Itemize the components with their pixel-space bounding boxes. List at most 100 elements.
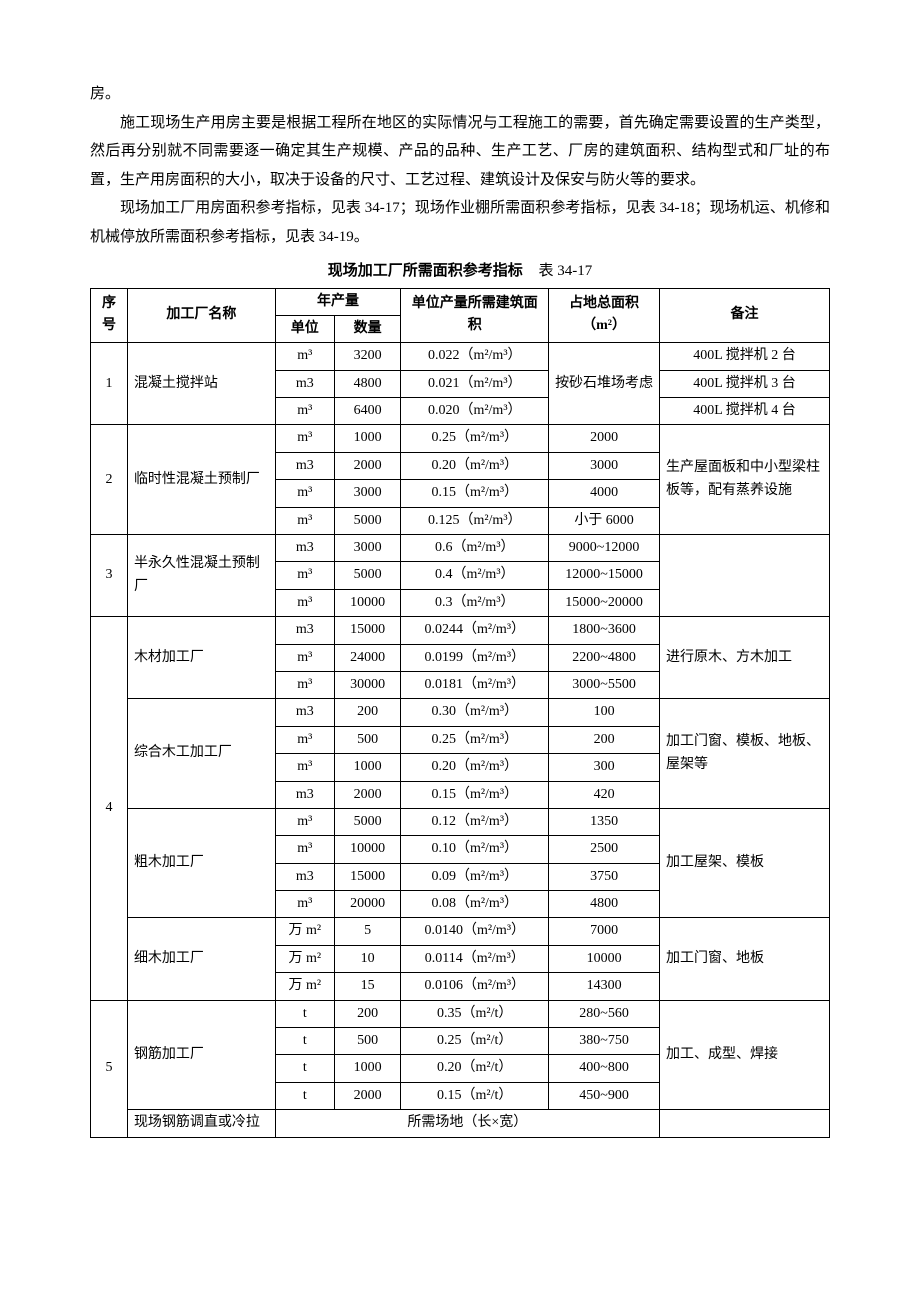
cell: t (275, 1082, 334, 1109)
cell: 0.10（m²/m³） (401, 836, 549, 863)
reference-table: 序号 加工厂名称 年产量 单位产量所需建筑面积 占地总面积（m²） 备注 单位 … (90, 288, 830, 1138)
cell: 500 (334, 726, 401, 753)
cell: m3 (275, 863, 334, 890)
cell: t (275, 1028, 334, 1055)
cell-remark: 进行原木、方木加工 (659, 617, 829, 699)
cell: 0.25（m²/m³） (401, 425, 549, 452)
cell: 5 (334, 918, 401, 945)
cell: 2200~4800 (549, 644, 660, 671)
cell-name: 粗木加工厂 (127, 808, 275, 918)
th-name: 加工厂名称 (127, 288, 275, 343)
cell: 0.3（m²/m³） (401, 589, 549, 616)
cell: 0.125（m²/m³） (401, 507, 549, 534)
cell-merged: 所需场地（长×宽） (275, 1110, 659, 1137)
cell: 5000 (334, 507, 401, 534)
cell: 1800~3600 (549, 617, 660, 644)
cell: 24000 (334, 644, 401, 671)
cell-remark (659, 535, 829, 617)
cell: 小于 6000 (549, 507, 660, 534)
th-unit: 单位 (275, 315, 334, 342)
table-row: 1 混凝土搅拌站 m³ 3200 0.022（m²/m³） 按砂石堆场考虑 40… (91, 343, 830, 370)
cell: m³ (275, 808, 334, 835)
paragraph-1: 施工现场生产用房主要是根据工程所在地区的实际情况与工程施工的需要，首先确定需要设… (90, 109, 830, 195)
cell: m3 (275, 781, 334, 808)
cell: m³ (275, 671, 334, 698)
cell-seq: 4 (91, 617, 128, 1000)
cell: 0.35（m²/t） (401, 1000, 549, 1027)
cell: 0.0244（m²/m³） (401, 617, 549, 644)
cell: 1000 (334, 425, 401, 452)
th-seq: 序号 (91, 288, 128, 343)
table-row: 细木加工厂 万 m² 5 0.0140（m²/m³） 7000 加工门窗、地板 (91, 918, 830, 945)
cell: 15000 (334, 863, 401, 890)
cell-name: 混凝土搅拌站 (127, 343, 275, 425)
table-body: 1 混凝土搅拌站 m³ 3200 0.022（m²/m³） 按砂石堆场考虑 40… (91, 343, 830, 1137)
cell: 0.15（m²/m³） (401, 781, 549, 808)
cell: 3750 (549, 863, 660, 890)
cell: 20000 (334, 891, 401, 918)
cell: m³ (275, 480, 334, 507)
cell: 0.0181（m²/m³） (401, 671, 549, 698)
cell: 0.15（m²/t） (401, 1082, 549, 1109)
cell: 1000 (334, 1055, 401, 1082)
cell: 450~900 (549, 1082, 660, 1109)
th-remark: 备注 (659, 288, 829, 343)
th-year-output: 年产量 (275, 288, 401, 315)
cell: m³ (275, 398, 334, 425)
cell: m³ (275, 754, 334, 781)
cell: 15000~20000 (549, 589, 660, 616)
table-row: 现场钢筋调直或冷拉 所需场地（长×宽） (91, 1110, 830, 1137)
cell: 5000 (334, 562, 401, 589)
cell: 15 (334, 973, 401, 1000)
cell-seq: 5 (91, 1000, 128, 1137)
cell: 200 (334, 1000, 401, 1027)
cell: m³ (275, 562, 334, 589)
cell: 3000 (549, 452, 660, 479)
cell: 0.20（m²/t） (401, 1055, 549, 1082)
cell: 万 m² (275, 918, 334, 945)
cell: 10 (334, 945, 401, 972)
cell: m3 (275, 370, 334, 397)
cell: t (275, 1055, 334, 1082)
cell: 300 (549, 754, 660, 781)
cell: m3 (275, 535, 334, 562)
cell: 30000 (334, 671, 401, 698)
cell-remark: 生产屋面板和中小型梁柱板等，配有蒸养设施 (659, 425, 829, 535)
th-total-area: 占地总面积（m²） (549, 288, 660, 343)
cell-remark: 加工屋架、模板 (659, 808, 829, 918)
table-title: 现场加工厂所需面积参考指标 表 34-17 (90, 257, 830, 286)
cell-seq: 1 (91, 343, 128, 425)
cell: m³ (275, 343, 334, 370)
th-qty: 数量 (334, 315, 401, 342)
cell-name: 临时性混凝土预制厂 (127, 425, 275, 535)
cell-name: 现场钢筋调直或冷拉 (127, 1110, 275, 1137)
cell-name: 钢筋加工厂 (127, 1000, 275, 1110)
cell: 2000 (334, 781, 401, 808)
cell: 5000 (334, 808, 401, 835)
paragraph-frag: 房。 (90, 80, 830, 109)
cell-remark: 400L 搅拌机 2 台 (659, 343, 829, 370)
cell-remark (659, 1110, 829, 1137)
cell-name: 细木加工厂 (127, 918, 275, 1000)
cell: 3000 (334, 535, 401, 562)
cell: 0.020（m²/m³） (401, 398, 549, 425)
cell: t (275, 1000, 334, 1027)
cell-seq: 2 (91, 425, 128, 535)
cell: 2000 (549, 425, 660, 452)
cell-remark: 加工门窗、模板、地板、屋架等 (659, 699, 829, 809)
cell: 12000~15000 (549, 562, 660, 589)
cell: 2000 (334, 452, 401, 479)
cell: 万 m² (275, 945, 334, 972)
th-build-area: 单位产量所需建筑面积 (401, 288, 549, 343)
table-row: 5 钢筋加工厂 t 200 0.35（m²/t） 280~560 加工、成型、焊… (91, 1000, 830, 1027)
cell: 0.4（m²/m³） (401, 562, 549, 589)
cell: 380~750 (549, 1028, 660, 1055)
cell-remark: 加工、成型、焊接 (659, 1000, 829, 1110)
cell: 1350 (549, 808, 660, 835)
cell: 3200 (334, 343, 401, 370)
cell: 7000 (549, 918, 660, 945)
cell: 0.022（m²/m³） (401, 343, 549, 370)
cell: m³ (275, 425, 334, 452)
cell: 3000 (334, 480, 401, 507)
cell-seq: 3 (91, 535, 128, 617)
